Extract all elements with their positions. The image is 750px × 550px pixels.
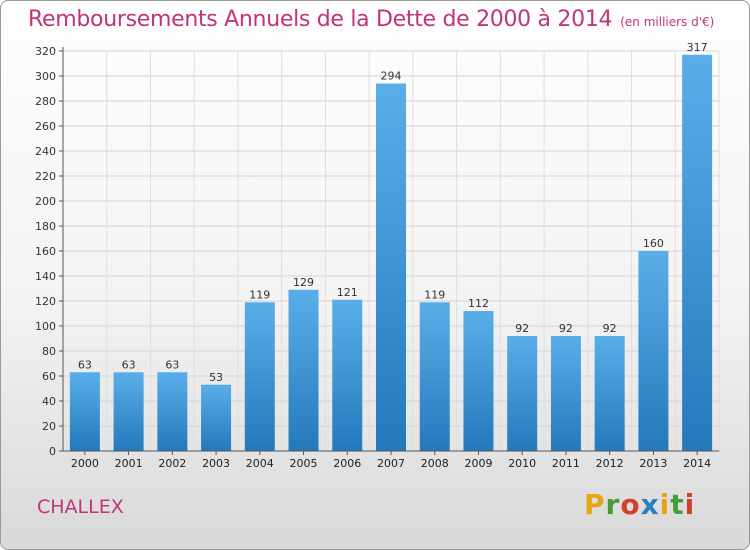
y-tick-label: 200 [35, 195, 56, 208]
axes: 0 20 40 60 80 100 120 140 160 180 200 220 240 260 280 3… [35, 45, 719, 458]
value-label: 119 [424, 288, 445, 301]
bar [244, 302, 275, 451]
bars [69, 54, 713, 451]
y-tick-label: 260 [35, 120, 56, 133]
y-tick-label: 300 [35, 70, 56, 83]
bar [288, 289, 319, 451]
bar [507, 336, 538, 451]
bar [682, 54, 713, 451]
y-tick-label: 100 [35, 320, 56, 333]
y-tick-label: 180 [35, 220, 56, 233]
y-tick-label: 220 [35, 170, 56, 183]
value-label: 63 [165, 358, 179, 371]
y-tick-label: 160 [35, 245, 56, 258]
x-tick-label: 2003 [202, 457, 230, 470]
y-tick-label: 20 [42, 420, 56, 433]
bar [419, 302, 450, 451]
value-label: 92 [603, 322, 617, 335]
x-tick-label: 2007 [377, 457, 405, 470]
x-tick-label: 2011 [552, 457, 580, 470]
chart-subtitle: (en milliers d'€) [620, 15, 715, 29]
x-tick-label: 2002 [158, 457, 186, 470]
bar [550, 336, 581, 451]
x-tick-label: 2010 [508, 457, 536, 470]
value-label: 119 [249, 288, 270, 301]
bar [594, 336, 625, 451]
value-label: 121 [337, 286, 358, 299]
x-tick-label: 2013 [639, 457, 667, 470]
bar [113, 372, 144, 451]
bar [157, 372, 188, 451]
y-tick-label: 280 [35, 95, 56, 108]
bar [463, 311, 494, 451]
x-tick-label: 2012 [596, 457, 624, 470]
y-tick-label: 40 [42, 395, 56, 408]
value-label: 53 [209, 371, 223, 384]
y-tick-label: 60 [42, 370, 56, 383]
labels: 63 2000 63 2001 63 2002 53 2003 119 2004 129 2005 12… [71, 41, 711, 470]
value-label: 317 [687, 41, 708, 54]
value-label: 63 [122, 358, 136, 371]
x-tick-label: 2005 [290, 457, 318, 470]
value-label: 112 [468, 297, 489, 310]
proxiti-logo: Proxiti [584, 488, 696, 521]
bar [332, 299, 363, 451]
x-tick-label: 2008 [421, 457, 449, 470]
y-tick-label: 320 [35, 45, 56, 58]
y-tick-label: 240 [35, 145, 56, 158]
chart-title: Remboursements Annuels de la Dette de 20… [28, 7, 714, 32]
y-tick-label: 80 [42, 345, 56, 358]
x-tick-label: 2009 [464, 457, 492, 470]
y-tick-label: 120 [35, 295, 56, 308]
value-label: 92 [515, 322, 529, 335]
x-tick-label: 2004 [246, 457, 274, 470]
value-label: 160 [643, 237, 664, 250]
x-tick-label: 2001 [115, 457, 143, 470]
bar [376, 83, 406, 451]
chart-title-text: Remboursements Annuels de la Dette de 20… [28, 7, 613, 32]
bar [201, 384, 232, 451]
y-tick-label: 140 [35, 270, 56, 283]
x-tick-label: 2014 [683, 457, 711, 470]
y-tick-label: 0 [49, 445, 56, 458]
x-tick-label: 2000 [71, 457, 99, 470]
value-label: 129 [293, 276, 314, 289]
bar [69, 372, 100, 451]
commune-name: CHALLEX [37, 496, 124, 518]
value-label: 63 [78, 358, 92, 371]
x-tick-label: 2006 [333, 457, 361, 470]
value-label: 294 [381, 70, 402, 83]
bar [638, 251, 669, 451]
value-label: 92 [559, 322, 573, 335]
